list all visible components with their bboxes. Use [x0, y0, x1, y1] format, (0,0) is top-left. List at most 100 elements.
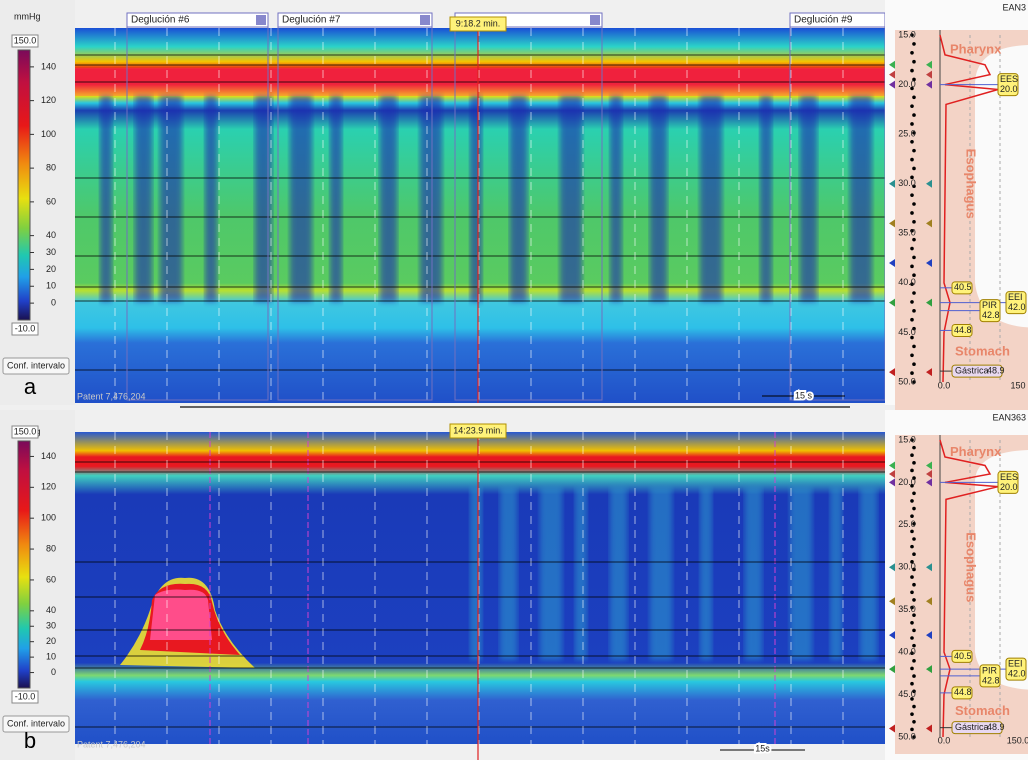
- channel-marker: [889, 70, 895, 79]
- scale-tick-label: 10: [46, 652, 56, 662]
- region-label: Pharynx: [950, 41, 1002, 56]
- settings-button[interactable]: [2, 715, 70, 733]
- region-label: Stomach: [955, 703, 1010, 718]
- region-label: Stomach: [955, 344, 1010, 359]
- sensor: [912, 309, 916, 313]
- swallow-icon[interactable]: [590, 15, 600, 25]
- depth-label: 25.0: [898, 129, 916, 139]
- sensor: [910, 300, 914, 304]
- swallow-label: Deglución #6: [131, 15, 190, 26]
- scale-max-box: [11, 425, 39, 439]
- sensor: [910, 175, 914, 180]
- pressure-stripe: [470, 95, 482, 302]
- channel-label: EAN3: [1002, 2, 1026, 12]
- marker-box: [1005, 291, 1027, 315]
- sensor: [910, 499, 914, 503]
- pressure-stripe: [100, 95, 112, 302]
- sensor: [910, 33, 914, 37]
- sensor: [910, 697, 914, 701]
- sensor: [912, 237, 916, 242]
- scale-max-box: [11, 34, 39, 48]
- channel-marker: [889, 219, 895, 228]
- sensor: [912, 659, 916, 663]
- depth-label: 35.0: [898, 604, 916, 614]
- swallow-icon[interactable]: [256, 15, 266, 25]
- sensor: [912, 567, 916, 572]
- sensor: [910, 193, 914, 197]
- scale-min-box: [11, 690, 39, 704]
- sensor: [910, 264, 914, 269]
- x-axis-label: 0.0: [938, 380, 951, 390]
- sensor: [910, 157, 914, 162]
- depth-label: 25.0: [898, 519, 916, 529]
- time-marker: 9:18.2 min.: [456, 18, 501, 28]
- scale-tick-label: 80: [46, 543, 56, 553]
- scale-tick-label: 80: [46, 163, 56, 173]
- sensor: [912, 362, 916, 367]
- sensor: [912, 344, 916, 349]
- sensor: [912, 148, 916, 153]
- heatmap: [75, 432, 885, 744]
- panel-letter: b: [24, 728, 36, 753]
- marker-value: 42.8: [982, 675, 1000, 685]
- channel-marker: [889, 259, 895, 268]
- sensor: [910, 68, 914, 73]
- sensor: [912, 326, 916, 331]
- region-label: Pharynx: [950, 444, 1002, 459]
- marker-label: EEI: [1008, 292, 1023, 302]
- sensor: [912, 476, 916, 480]
- swallow-label: Deglución #7: [282, 15, 341, 26]
- marker-label: Gástrica: [955, 365, 989, 375]
- channel-marker: [926, 631, 932, 640]
- swallow-icon[interactable]: [420, 15, 430, 25]
- marker-box: [1005, 657, 1027, 681]
- marker-label: PIR: [982, 300, 998, 310]
- sensor: [912, 202, 916, 206]
- pressure-stripe: [830, 488, 842, 660]
- x-axis-label: 150: [1010, 380, 1025, 390]
- depth-label: 40.0: [898, 647, 916, 657]
- channel-marker: [889, 631, 895, 640]
- sensor: [912, 506, 916, 511]
- pressure-stripe: [700, 488, 712, 660]
- time-marker-box: [449, 16, 507, 32]
- sensor: [910, 468, 914, 473]
- scale-tick-label: 20: [46, 264, 56, 274]
- sensor: [910, 681, 914, 686]
- sensor: [912, 582, 916, 587]
- depth-label: 20.0: [898, 79, 916, 89]
- marker-value: 42.0: [1008, 302, 1026, 312]
- pressure-stripe: [135, 95, 152, 302]
- marker-box: [951, 364, 1003, 378]
- sensor: [910, 211, 914, 215]
- sensor: [910, 620, 914, 625]
- sensor: [912, 131, 916, 135]
- sensor: [910, 122, 914, 126]
- channel-marker: [926, 665, 932, 674]
- sensor: [912, 166, 916, 171]
- sensor: [910, 712, 914, 716]
- pressure-stripe: [290, 95, 312, 302]
- marker-label: EES: [1000, 472, 1018, 482]
- sensor: [910, 666, 914, 671]
- scale-tick-label: 30: [46, 247, 56, 257]
- sensor: [912, 77, 916, 82]
- depth-label: 15.0: [898, 434, 916, 444]
- channel-marker: [926, 597, 932, 606]
- marker-box: [979, 664, 1001, 688]
- sensor: [910, 605, 914, 610]
- channel-marker: [926, 80, 932, 89]
- sensor: [910, 483, 914, 488]
- channel-marker: [926, 563, 932, 572]
- channel-marker: [889, 368, 895, 377]
- time-marker: 14:23.9 min.: [453, 425, 503, 435]
- marker-label: EES: [1000, 74, 1018, 84]
- sensor: [912, 491, 916, 496]
- settings-button[interactable]: [2, 357, 70, 375]
- scale-tick-label: 60: [46, 196, 56, 206]
- scale-tick-label: 0: [51, 298, 56, 308]
- channel-marker: [926, 219, 932, 228]
- depth-label: 15.0: [898, 29, 916, 39]
- sensor: [910, 560, 914, 564]
- pressure-stripe: [205, 95, 217, 302]
